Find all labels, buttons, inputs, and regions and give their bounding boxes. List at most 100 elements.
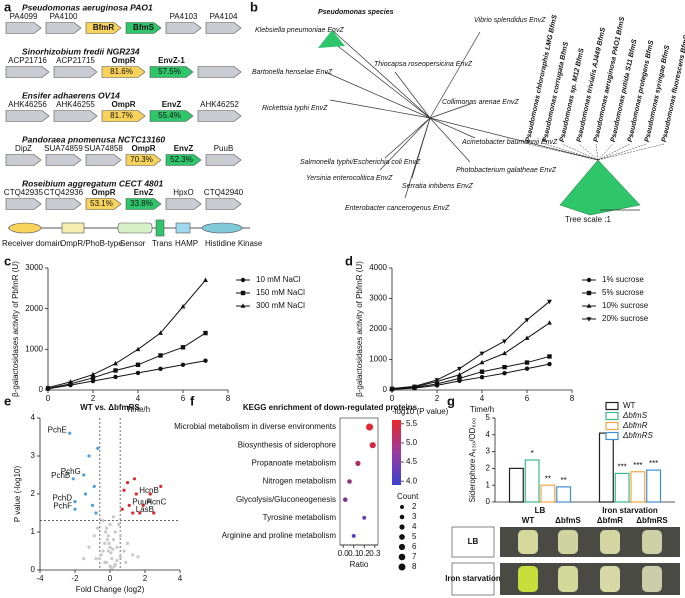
marker [389, 386, 395, 392]
tree-label: Bartonella henselae EnvZ [252, 69, 333, 76]
gene-label: OmpR [132, 144, 156, 153]
gene-arrow [85, 22, 122, 34]
category-label: Tyrosine metabolism [263, 513, 337, 522]
marker [203, 330, 208, 336]
marker [457, 366, 462, 372]
x-tick-label: 4 [178, 574, 183, 583]
legend-label: 10 mM NaCl [256, 275, 301, 284]
point-label: PchG [61, 467, 81, 476]
tree-branch [331, 29, 431, 119]
gene-arrow [125, 22, 162, 34]
size-legend-dot [399, 524, 405, 530]
gene-arrow [5, 66, 50, 78]
marker [113, 360, 118, 366]
significance: *** [633, 461, 642, 470]
point [96, 526, 100, 530]
tree-branch [324, 71, 431, 119]
marker [45, 384, 51, 390]
point [90, 503, 95, 507]
tube [518, 566, 538, 592]
size-legend-title: Count [397, 492, 419, 501]
x-axis-label: Time/h [126, 405, 150, 414]
size-legend-dot [398, 553, 406, 561]
organism-name: Pandoraea pnomenusa NCTC13160 [22, 134, 165, 144]
x-tick-label: 2 [143, 574, 148, 583]
legend-label: ΔbfmRS [622, 431, 653, 440]
marker [203, 277, 208, 282]
point [103, 541, 107, 546]
point [92, 534, 96, 538]
gene-arrow [85, 198, 122, 210]
point [131, 553, 135, 557]
gene-arrow [125, 154, 162, 166]
gene-arrow [101, 110, 146, 122]
panel-label: c [4, 253, 11, 268]
x-tick-label: 0 [108, 574, 113, 583]
y-tick-label: 1 [31, 527, 36, 536]
panel-label: b [250, 0, 258, 14]
tree-label: Yersinia enterocolitica EnvZ [306, 175, 393, 182]
series-line [391, 322, 550, 390]
legend-label: 300 mM NaCl [256, 301, 305, 310]
point-label: PchD [52, 494, 72, 503]
category-label: Glycolysis/Gluconeogenesis [236, 495, 336, 504]
dot [366, 423, 374, 431]
legend-label: 20% sucrose [602, 314, 649, 323]
category-label: Microbial metabolism in diverse environm… [174, 422, 336, 431]
point [87, 545, 91, 549]
gene-arrow [197, 66, 242, 78]
point [131, 511, 135, 515]
gene-label: ACP21716 [8, 56, 47, 65]
y-tick-label: 3000 [25, 263, 43, 272]
tree-label: Enterobacter cancerogenus EnvZ [345, 205, 450, 212]
leaf-branch [597, 143, 614, 161]
gene-arrow [53, 110, 98, 122]
point-label: PchB [51, 471, 70, 480]
gene-label: PA4099 [10, 12, 38, 21]
gene-arrow [45, 154, 82, 166]
tree-branch [329, 39, 431, 119]
gene-label: PA4104 [210, 12, 238, 21]
x-axis-label: Ratio [350, 560, 369, 569]
tree-branch [429, 31, 481, 119]
tube [642, 530, 662, 554]
marker [547, 354, 552, 359]
size-legend-dot [400, 505, 404, 509]
identity-label: 70.3% [130, 155, 153, 164]
point-label: HcnC [146, 498, 166, 507]
marker [434, 381, 440, 387]
tube [600, 566, 620, 592]
point [159, 484, 163, 488]
marker [135, 370, 141, 376]
series-line [391, 355, 550, 390]
point [122, 488, 126, 492]
point-label: HcnB [139, 486, 159, 495]
y-tick-label: 1 [486, 480, 491, 489]
point [104, 530, 108, 534]
leaf-branch [544, 143, 599, 161]
gene-arrow [205, 22, 242, 34]
x-tick-label: 2 [435, 394, 440, 403]
ompr-domain [61, 222, 85, 234]
tree-label: Serratia inhibens EnvZ [402, 183, 474, 190]
marker [547, 361, 552, 367]
leaf-branch [597, 143, 665, 161]
clade-triangle [318, 30, 345, 48]
legend-label: 1% sucrose [602, 275, 644, 284]
gene-label: EnvZ [174, 144, 194, 153]
domain-label: HAMP [175, 239, 198, 248]
gene-label: OmpR [112, 100, 136, 109]
gene-label: HpxO [173, 188, 193, 197]
tree-branch [404, 117, 431, 199]
dot [355, 460, 361, 466]
dot [342, 497, 348, 502]
tree-branch [429, 117, 476, 139]
organism-name: Roseibium aggregatum CECT 4801 [22, 178, 164, 188]
marker [180, 303, 186, 309]
y-tick-label: 2000 [369, 324, 387, 333]
category-label: Biosynthesis of siderophore [238, 440, 337, 449]
legend-label: WT [623, 401, 636, 410]
tree-branch [384, 117, 431, 159]
bar [540, 484, 556, 503]
photo-column-label: ΔbfmS [555, 516, 581, 525]
